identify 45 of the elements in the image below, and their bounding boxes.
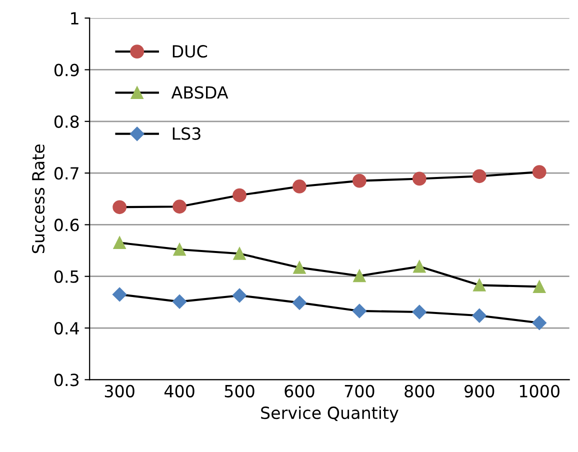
point xyxy=(293,261,306,274)
y-tick-label: 1 xyxy=(71,12,78,24)
point xyxy=(112,200,127,214)
y-tick-label: 0.9 xyxy=(54,64,79,76)
point xyxy=(172,200,186,214)
point xyxy=(292,296,307,310)
point xyxy=(173,243,186,256)
y-tick-label: 0.8 xyxy=(54,115,79,128)
point xyxy=(113,236,126,250)
point xyxy=(472,169,486,184)
point xyxy=(413,260,426,273)
point xyxy=(233,247,246,260)
point xyxy=(533,280,546,293)
point xyxy=(412,304,426,320)
point xyxy=(232,188,246,202)
y-tick-label: 0.5 xyxy=(54,270,78,283)
point xyxy=(532,165,546,179)
y-tick-label: 0.7 xyxy=(54,167,78,180)
point xyxy=(292,180,306,194)
x-tick-label: 900 xyxy=(464,384,494,398)
y-tick-label: 0.3 xyxy=(54,374,79,386)
point xyxy=(353,270,366,282)
legend-label: LS3 xyxy=(172,127,200,140)
legend-label: DUC xyxy=(172,45,208,58)
point xyxy=(472,308,486,323)
x-tick-label: 300 xyxy=(104,384,134,398)
x-tick-label: 800 xyxy=(404,384,434,398)
y-axis-title: Success Rate xyxy=(32,144,45,254)
x-tick-label: 500 xyxy=(224,384,254,398)
point xyxy=(232,288,247,303)
point xyxy=(473,278,486,292)
point xyxy=(112,287,127,302)
x-tick-label: 400 xyxy=(164,384,194,398)
point xyxy=(352,174,366,188)
legend-label: ABSDA xyxy=(171,86,228,99)
x-tick-label: 1000 xyxy=(520,384,560,398)
point xyxy=(532,316,546,330)
x-tick-label: 700 xyxy=(344,384,374,398)
point xyxy=(352,304,367,318)
x-tick-label: 600 xyxy=(284,384,314,398)
point xyxy=(172,294,187,309)
x-axis-title: Service Quantity xyxy=(261,406,398,422)
y-tick-label: 0.6 xyxy=(54,218,79,232)
y-tick-label: 0.4 xyxy=(54,322,79,335)
point xyxy=(412,172,426,186)
